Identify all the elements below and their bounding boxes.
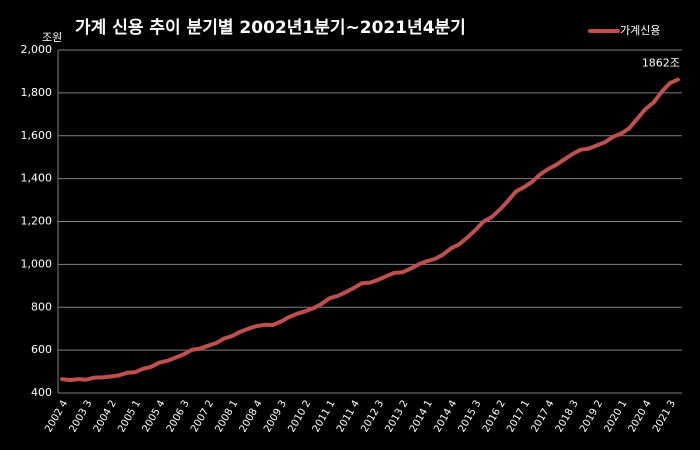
x-tick-label: 2014 1 — [408, 399, 435, 435]
x-tick-label: 2020 4 — [627, 399, 654, 435]
x-tick-label: 2002 4 — [43, 399, 70, 435]
y-tick-label: 800 — [31, 300, 52, 313]
y-tick-label: 2,000 — [21, 43, 53, 56]
x-tick-label: 2005 1 — [116, 399, 143, 435]
x-tick-label: 2017 4 — [529, 399, 556, 435]
x-tick-label: 2005 4 — [140, 399, 167, 435]
y-tick-label: 1,200 — [21, 215, 53, 228]
x-tick-label: 2015 3 — [457, 399, 484, 435]
x-tick-label: 2019 2 — [578, 399, 605, 435]
x-tick-label: 2016 2 — [481, 399, 508, 435]
x-tick-label: 2020 1 — [602, 399, 629, 435]
x-tick-label: 2007 2 — [189, 399, 216, 435]
x-tick-label: 2004 2 — [92, 399, 119, 435]
x-tick-label: 2011 4 — [335, 399, 362, 435]
y-tick-label: 600 — [31, 343, 52, 356]
x-tick-label: 2021 3 — [651, 399, 678, 435]
y-tick-label: 1,000 — [21, 257, 53, 270]
x-tick-label: 2017 1 — [505, 399, 532, 435]
legend-label: 가계신용 — [620, 24, 660, 37]
x-tick-label: 2014 4 — [432, 399, 459, 435]
x-tick-label: 2003 3 — [68, 399, 95, 435]
x-tick-label: 2008 4 — [238, 399, 265, 435]
data-line — [60, 77, 680, 383]
y-axis-label: 조원 — [42, 31, 62, 44]
y-tick-label: 400 — [31, 386, 52, 399]
x-tick-label: 2008 1 — [213, 399, 240, 435]
x-tick-label: 2018 3 — [554, 399, 581, 435]
x-tick-label: 2009 3 — [262, 399, 289, 435]
y-tick-label: 1,400 — [21, 172, 53, 185]
x-tick-label: 2006 3 — [165, 399, 192, 435]
chart-title: 가계 신용 추이 분기별 2002년1분기~2021년4분기 — [75, 18, 466, 38]
x-tick-label: 2012 3 — [359, 399, 386, 435]
y-tick-label: 1,800 — [21, 86, 53, 99]
value-label: 1862조 — [642, 57, 680, 70]
x-tick-label: 2013 2 — [384, 399, 411, 435]
y-tick-label: 1,600 — [21, 129, 53, 142]
x-tick-label: 2011 1 — [311, 399, 338, 435]
x-tick-label: 2010 2 — [286, 399, 313, 435]
